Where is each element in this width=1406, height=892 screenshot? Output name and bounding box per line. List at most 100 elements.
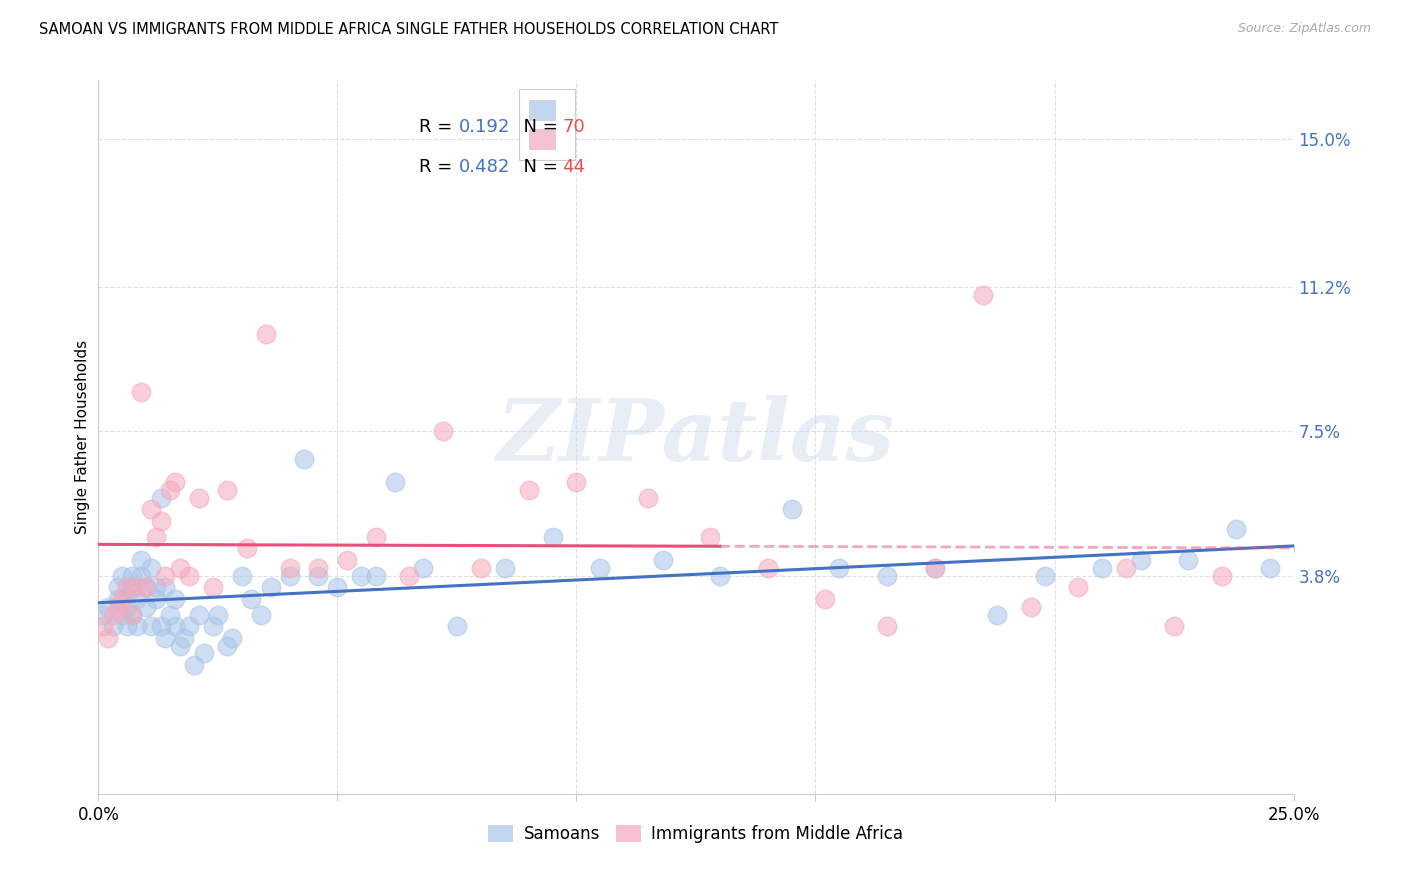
Point bbox=[364, 568, 387, 582]
Point bbox=[169, 560, 191, 574]
Point bbox=[173, 631, 195, 645]
Point bbox=[1019, 599, 1042, 614]
Point bbox=[1211, 568, 1233, 582]
Point bbox=[121, 607, 143, 622]
Point bbox=[125, 619, 148, 633]
Point bbox=[115, 588, 138, 602]
Point bbox=[756, 560, 779, 574]
Point bbox=[307, 560, 329, 574]
Point bbox=[278, 560, 301, 574]
Point bbox=[217, 483, 239, 497]
Point bbox=[651, 553, 673, 567]
Point bbox=[780, 502, 803, 516]
Point bbox=[398, 568, 420, 582]
Point bbox=[432, 424, 454, 438]
Point bbox=[159, 607, 181, 622]
Point bbox=[159, 483, 181, 497]
Point bbox=[135, 599, 157, 614]
Text: Source: ZipAtlas.com: Source: ZipAtlas.com bbox=[1237, 22, 1371, 36]
Point bbox=[135, 580, 157, 594]
Point bbox=[235, 541, 257, 556]
Point bbox=[149, 491, 172, 505]
Point bbox=[1163, 619, 1185, 633]
Point bbox=[221, 631, 243, 645]
Point bbox=[131, 385, 153, 400]
Point bbox=[412, 560, 434, 574]
Point bbox=[121, 607, 143, 622]
Text: R =: R = bbox=[419, 159, 458, 177]
Point bbox=[121, 568, 143, 582]
Point bbox=[254, 326, 277, 341]
Point bbox=[278, 568, 301, 582]
Point bbox=[589, 560, 612, 574]
Point bbox=[259, 580, 281, 594]
Point bbox=[115, 619, 138, 633]
Point bbox=[336, 553, 359, 567]
Point bbox=[97, 631, 120, 645]
Point bbox=[1177, 553, 1199, 567]
Point bbox=[1258, 560, 1281, 574]
Point bbox=[187, 607, 209, 622]
Point bbox=[250, 607, 273, 622]
Point bbox=[115, 599, 138, 614]
Text: N =: N = bbox=[512, 118, 564, 136]
Point bbox=[1033, 568, 1056, 582]
Point bbox=[163, 619, 186, 633]
Point bbox=[1129, 553, 1152, 567]
Point bbox=[202, 580, 225, 594]
Point bbox=[828, 560, 851, 574]
Point bbox=[111, 607, 134, 622]
Point bbox=[1115, 560, 1137, 574]
Point bbox=[163, 591, 186, 606]
Point bbox=[169, 639, 191, 653]
Point bbox=[145, 529, 167, 543]
Y-axis label: Single Father Households: Single Father Households bbox=[75, 340, 90, 534]
Point bbox=[814, 591, 837, 606]
Point bbox=[207, 607, 229, 622]
Point bbox=[155, 631, 177, 645]
Point bbox=[145, 580, 167, 594]
Point bbox=[97, 599, 120, 614]
Text: 0.482: 0.482 bbox=[460, 159, 510, 177]
Point bbox=[193, 647, 215, 661]
Point bbox=[183, 658, 205, 673]
Point bbox=[139, 502, 162, 516]
Point bbox=[187, 491, 209, 505]
Point bbox=[125, 580, 148, 594]
Point bbox=[292, 451, 315, 466]
Point bbox=[637, 491, 659, 505]
Point bbox=[986, 607, 1008, 622]
Point bbox=[470, 560, 492, 574]
Point bbox=[307, 568, 329, 582]
Point bbox=[1091, 560, 1114, 574]
Point bbox=[91, 619, 114, 633]
Point bbox=[139, 619, 162, 633]
Text: N =: N = bbox=[512, 159, 564, 177]
Text: 70: 70 bbox=[562, 118, 585, 136]
Point bbox=[149, 619, 172, 633]
Point bbox=[107, 591, 129, 606]
Point bbox=[91, 607, 114, 622]
Point bbox=[494, 560, 516, 574]
Point bbox=[149, 514, 172, 528]
Point bbox=[179, 568, 201, 582]
Point bbox=[107, 599, 129, 614]
Point bbox=[125, 591, 148, 606]
Point bbox=[924, 560, 946, 574]
Text: ZIPatlas: ZIPatlas bbox=[496, 395, 896, 479]
Point bbox=[231, 568, 253, 582]
Point bbox=[1225, 522, 1247, 536]
Point bbox=[541, 529, 564, 543]
Point bbox=[924, 560, 946, 574]
Point bbox=[139, 560, 162, 574]
Point bbox=[115, 580, 138, 594]
Point bbox=[972, 287, 994, 301]
Point bbox=[876, 619, 898, 633]
Point bbox=[709, 568, 731, 582]
Point bbox=[699, 529, 721, 543]
Text: SAMOAN VS IMMIGRANTS FROM MIDDLE AFRICA SINGLE FATHER HOUSEHOLDS CORRELATION CHA: SAMOAN VS IMMIGRANTS FROM MIDDLE AFRICA … bbox=[39, 22, 779, 37]
Point bbox=[326, 580, 349, 594]
Point bbox=[135, 580, 157, 594]
Point bbox=[121, 580, 143, 594]
Text: 0.192: 0.192 bbox=[460, 118, 510, 136]
